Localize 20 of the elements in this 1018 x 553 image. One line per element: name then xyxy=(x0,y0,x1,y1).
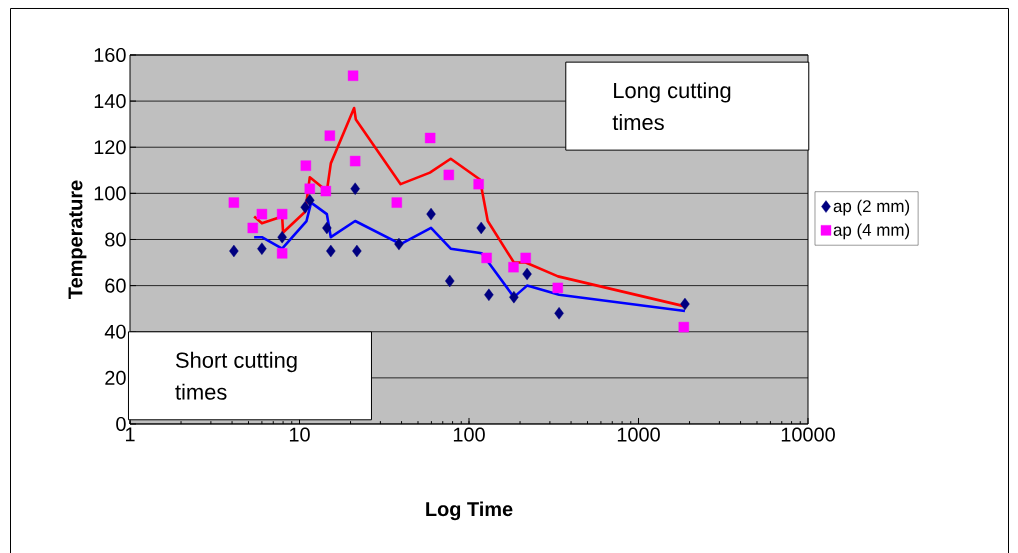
legend-label: ap (2 mm) xyxy=(833,199,910,216)
y-tick-label: 100 xyxy=(94,186,126,201)
x-tick-label: 1000 xyxy=(617,427,660,442)
x-tick-label: 100 xyxy=(453,427,485,442)
y-tick-label: 120 xyxy=(94,140,126,155)
x-tick-label: 10000 xyxy=(781,427,835,442)
y-tick-label: 160 xyxy=(94,47,126,63)
x-axis-title: Log Time xyxy=(426,501,513,521)
annotation: Long cutting times xyxy=(612,82,731,131)
legend-label: ap (4 mm) xyxy=(833,223,910,240)
y-tick-label: 80 xyxy=(105,232,126,247)
y-axis-title: Temperature xyxy=(68,180,87,299)
x-tick-label: 10 xyxy=(289,427,310,442)
y-tick-label: 20 xyxy=(105,370,126,385)
y-tick-label: 40 xyxy=(104,324,126,339)
annotation: Short cutting times xyxy=(175,351,297,400)
x-tick-label: 1 xyxy=(125,427,135,442)
y-tick-label: 60 xyxy=(105,278,126,293)
y-tick-label: 140 xyxy=(94,94,126,109)
y-tick-label: 0 xyxy=(116,416,126,432)
